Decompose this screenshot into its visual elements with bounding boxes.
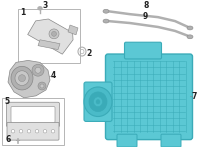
Ellipse shape (32, 64, 44, 76)
FancyBboxPatch shape (2, 98, 64, 145)
Ellipse shape (38, 82, 46, 90)
Text: 7: 7 (192, 92, 197, 101)
Ellipse shape (11, 130, 15, 133)
Ellipse shape (103, 9, 109, 13)
Ellipse shape (16, 138, 20, 140)
Text: 2: 2 (86, 49, 91, 57)
FancyBboxPatch shape (18, 9, 80, 63)
Ellipse shape (15, 71, 29, 86)
Ellipse shape (35, 67, 41, 73)
Ellipse shape (52, 31, 57, 36)
FancyBboxPatch shape (6, 102, 60, 127)
FancyBboxPatch shape (7, 122, 59, 140)
Ellipse shape (40, 84, 44, 88)
Ellipse shape (18, 75, 26, 82)
Ellipse shape (89, 92, 107, 112)
Text: 3: 3 (43, 1, 48, 10)
Ellipse shape (27, 130, 31, 133)
Ellipse shape (94, 97, 102, 107)
Ellipse shape (103, 19, 109, 23)
Text: 6: 6 (6, 135, 11, 144)
Polygon shape (38, 40, 60, 50)
Ellipse shape (51, 130, 55, 133)
Text: 1: 1 (20, 8, 25, 17)
FancyBboxPatch shape (84, 82, 112, 121)
Text: 8: 8 (143, 1, 148, 10)
Text: 9: 9 (143, 12, 148, 21)
FancyBboxPatch shape (106, 54, 192, 140)
Ellipse shape (96, 100, 100, 104)
Text: 5: 5 (4, 97, 9, 106)
Ellipse shape (49, 29, 59, 39)
Ellipse shape (38, 7, 42, 10)
Text: 4: 4 (51, 71, 56, 80)
Ellipse shape (11, 66, 33, 90)
Ellipse shape (187, 35, 193, 39)
FancyBboxPatch shape (124, 42, 162, 59)
Ellipse shape (84, 87, 112, 117)
Polygon shape (68, 25, 78, 35)
FancyBboxPatch shape (11, 107, 55, 122)
Ellipse shape (43, 130, 47, 133)
Polygon shape (8, 60, 50, 98)
Polygon shape (28, 19, 73, 54)
FancyBboxPatch shape (161, 134, 181, 147)
FancyBboxPatch shape (117, 134, 137, 147)
Ellipse shape (19, 130, 23, 133)
Ellipse shape (35, 130, 39, 133)
Ellipse shape (187, 26, 193, 30)
